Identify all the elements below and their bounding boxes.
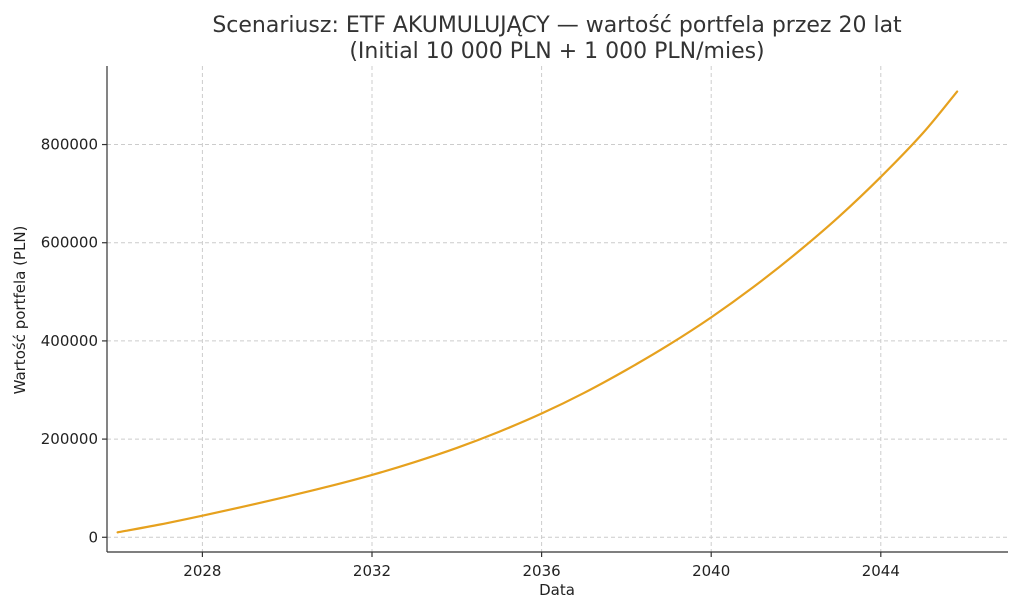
series	[116, 90, 959, 534]
axes	[106, 66, 1008, 553]
grid	[107, 66, 1008, 552]
y-axis-label: Wartość portfela (PLN)	[11, 226, 29, 395]
portfolio-value-line	[116, 90, 959, 534]
y-tick-label: 0	[88, 528, 98, 546]
x-tick-label: 2028	[183, 562, 221, 580]
y-tick-label: 400000	[41, 332, 98, 350]
y-tick-label: 600000	[41, 234, 98, 252]
x-tick-label: 2044	[862, 562, 900, 580]
chart-title: Scenariusz: ETF AKUMULUJĄCY — wartość po…	[212, 13, 902, 38]
x-tick-label: 2032	[353, 562, 391, 580]
y-tick-label: 800000	[41, 136, 98, 154]
chart-subtitle: (Initial 10 000 PLN + 1 000 PLN/mies)	[349, 39, 764, 64]
ticks: 2028 2032 2036 2040 2044 0 200000 400000 600000 8…	[41, 136, 900, 580]
x-tick-label: 2036	[523, 562, 561, 580]
x-axis-label: Data	[539, 581, 575, 599]
y-tick-label: 200000	[41, 430, 98, 448]
x-tick-label: 2040	[692, 562, 730, 580]
